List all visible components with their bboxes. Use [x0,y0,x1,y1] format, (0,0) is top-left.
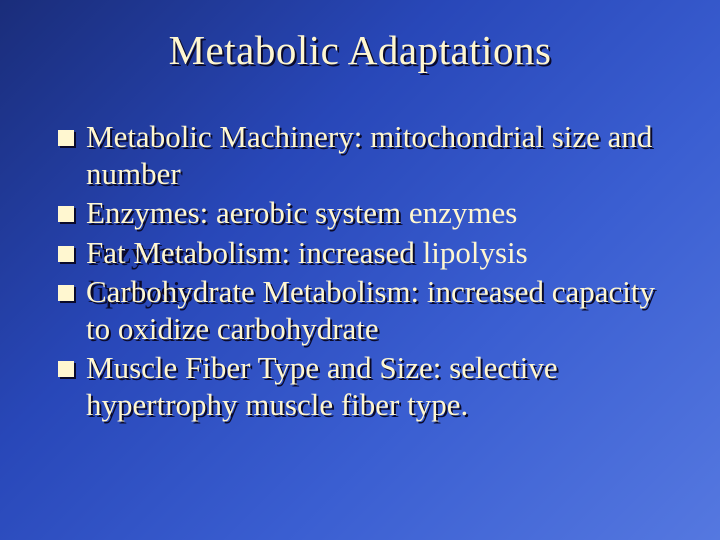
list-item: Fat Metabolism: increased lipolysis Fat … [58,234,670,271]
bullet-list: Metabolic Machinery: mitochondrial size … [58,118,670,426]
bullet-text: Carbohydrate Metabolism: increased capac… [86,273,670,347]
slide-title-text: Metabolic Adaptations [169,27,552,73]
square-bullet-icon [58,285,74,301]
square-bullet-icon [58,130,74,146]
list-item: Muscle Fiber Type and Size: selective hy… [58,349,670,423]
list-item: Carbohydrate Metabolism: increased capac… [58,273,670,347]
bullet-text: Enzymes: aerobic system enzymes Enzymes:… [86,194,517,231]
square-bullet-icon [58,206,74,222]
square-bullet-icon [58,361,74,377]
bullet-text: Fat Metabolism: increased lipolysis Fat … [86,234,528,271]
square-bullet-icon [58,246,74,262]
list-item: Enzymes: aerobic system enzymes Enzymes:… [58,194,670,231]
list-item: Metabolic Machinery: mitochondrial size … [58,118,670,192]
bullet-text: Muscle Fiber Type and Size: selective hy… [86,349,670,423]
bullet-text: Metabolic Machinery: mitochondrial size … [86,118,670,192]
